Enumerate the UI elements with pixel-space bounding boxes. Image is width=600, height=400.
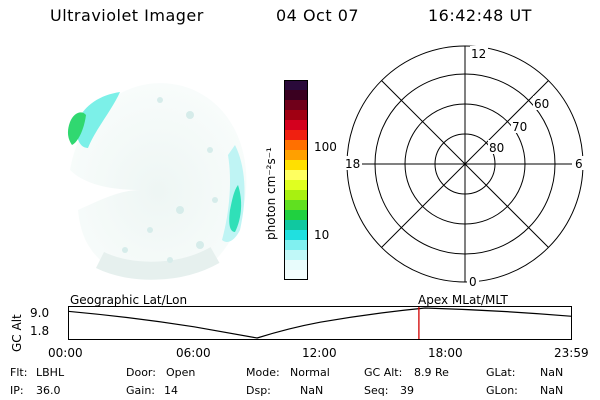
colorbar-swatch — [284, 90, 308, 101]
timeline-plot — [68, 306, 573, 340]
mlt-label-12: 12 — [471, 47, 486, 61]
timeline-ytick-bottom: 1.8 — [30, 324, 50, 338]
glon-value: NaN — [540, 384, 564, 397]
mode-value: Normal — [290, 366, 330, 379]
seq-value: 39 — [400, 384, 414, 397]
observation-time: 16:42:48 UT — [428, 6, 532, 25]
polar-grid: 12 18 6 0 60 70 80 — [342, 45, 586, 289]
colorbar-swatch — [284, 270, 308, 280]
gain-label: Gain: — [126, 384, 155, 397]
colorbar-swatch — [284, 170, 308, 181]
gc-alt-curve — [68, 307, 573, 339]
disk-bottom-haze — [95, 247, 220, 280]
polar-diagonal-2 — [381, 80, 549, 248]
colorbar-swatch — [284, 110, 308, 121]
colorbar-swatch — [284, 140, 308, 151]
mlt-label-0: 0 — [469, 275, 477, 289]
lat-label-80: 80 — [489, 141, 504, 155]
mlt-label-6: 6 — [575, 157, 583, 171]
colorbar-swatch — [284, 120, 308, 131]
colorbar-swatch — [284, 220, 308, 231]
colorbar-swatch — [284, 100, 308, 111]
dsp-label: Dsp: — [246, 384, 271, 397]
glat-value: NaN — [540, 366, 564, 379]
observation-date: 04 Oct 07 — [276, 6, 360, 25]
colorbar-swatch — [284, 260, 308, 271]
xtick-0000: 00:00 — [48, 346, 83, 360]
xtick-2359: 23:59 — [554, 346, 589, 360]
glat-label: GLat: — [486, 366, 516, 379]
glon-label: GLon: — [486, 384, 518, 397]
instrument-title: Ultraviolet Imager — [50, 6, 204, 25]
gain-value: 14 — [164, 384, 178, 397]
auroral-arc-right-cyan — [229, 185, 242, 232]
colorbar-swatch — [284, 80, 308, 91]
colorbar-swatch — [284, 250, 308, 261]
flt-label: Flt: — [10, 366, 28, 379]
colorbar-swatch — [284, 240, 308, 251]
seq-label: Seq: — [364, 384, 389, 397]
colorbar-swatch — [284, 210, 308, 221]
colorbar-swatch — [284, 200, 308, 211]
timeline-left-caption: Geographic Lat/Lon — [70, 293, 188, 307]
disk-glow — [70, 83, 247, 280]
gcalt-label: GC Alt: — [364, 366, 403, 379]
colorbar-tick-100: 100 — [314, 140, 337, 154]
colorbar — [284, 80, 308, 280]
mode-label: Mode: — [246, 366, 280, 379]
auroral-arc-left-green — [67, 112, 86, 145]
colorbar-frame — [284, 80, 308, 280]
lat-label-70: 70 — [512, 120, 527, 134]
timeline-right-caption: Apex MLat/MLT — [418, 293, 508, 307]
door-value: Open — [166, 366, 196, 379]
colorbar-swatch — [284, 190, 308, 201]
timeline-axis-title: GC Alt — [10, 314, 24, 352]
door-label: Door: — [126, 366, 156, 379]
colorbar-swatch — [284, 160, 308, 171]
colorbar-swatch — [284, 150, 308, 161]
noise-speckles — [122, 97, 218, 263]
ip-value: 36.0 — [36, 384, 61, 397]
timeline-frame — [68, 306, 572, 340]
gcalt-value: 8.9 Re — [414, 366, 449, 379]
dsp-value: NaN — [300, 384, 324, 397]
xtick-0600: 06:00 — [176, 346, 211, 360]
flt-value: LBHL — [36, 366, 65, 379]
auroral-arc-left-cyan — [76, 92, 120, 148]
xtick-1800: 18:00 — [428, 346, 463, 360]
xtick-1200: 12:00 — [302, 346, 337, 360]
colorbar-unit-label: photon cm⁻²s⁻¹ — [264, 147, 278, 240]
ip-label: IP: — [10, 384, 24, 397]
colorbar-swatch — [284, 180, 308, 191]
colorbar-swatch — [284, 130, 308, 141]
mlt-label-18: 18 — [345, 157, 360, 171]
timeline-ytick-top: 9.0 — [30, 306, 50, 320]
lat-label-60: 60 — [534, 97, 549, 111]
auroral-image — [67, 83, 247, 280]
colorbar-tick-10: 10 — [314, 228, 330, 242]
colorbar-swatch — [284, 230, 308, 241]
